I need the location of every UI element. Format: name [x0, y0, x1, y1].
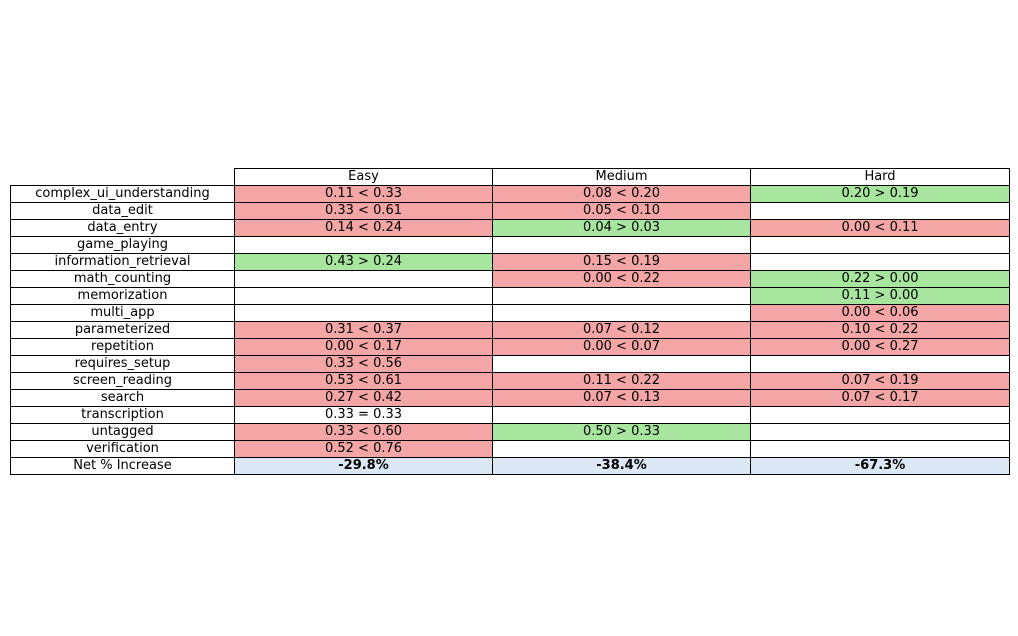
table-cell: 0.14 < 0.24: [234, 219, 493, 237]
row-label: math_counting: [10, 270, 235, 288]
table-cell: 0.33 = 0.33: [234, 406, 493, 424]
column-header: Medium: [492, 168, 751, 186]
table-row: untagged 0.33 < 0.60 0.50 > 0.33: [10, 423, 1010, 441]
totals-row: Net % Increase -29.8% -38.4% -67.3%: [10, 457, 1010, 475]
table-cell: 0.52 < 0.76: [234, 440, 493, 458]
table-cell: [750, 253, 1010, 271]
row-label: memorization: [10, 287, 235, 305]
table-row: complex_ui_understanding 0.11 < 0.33 0.08 …: [10, 185, 1010, 203]
table-cell: 0.11 > 0.00: [750, 287, 1010, 305]
table-header: Easy Medium Hard: [10, 168, 1010, 186]
table-cell: 0.08 < 0.20: [492, 185, 751, 203]
table-row: repetition 0.00 < 0.17 0.00 < 0.07 0.00 < 0…: [10, 338, 1010, 356]
table-cell: 0.11 < 0.22: [492, 372, 751, 390]
table-cell: 0.07 < 0.19: [750, 372, 1010, 390]
table-cell: [492, 440, 751, 458]
table-cell: 0.33 < 0.61: [234, 202, 493, 220]
table-cell: [492, 355, 751, 373]
table-cell: 0.33 < 0.56: [234, 355, 493, 373]
table-cell: 0.11 < 0.33: [234, 185, 493, 203]
column-header: Easy: [234, 168, 493, 186]
table-body: complex_ui_understanding 0.11 < 0.33 0.08 …: [10, 185, 1010, 475]
table-cell: [234, 287, 493, 305]
table-cell: 0.00 < 0.06: [750, 304, 1010, 322]
table-row: data_edit 0.33 < 0.61 0.05 < 0.10: [10, 202, 1010, 220]
table-row: search 0.27 < 0.42 0.07 < 0.13 0.07 < 0.17: [10, 389, 1010, 407]
table-row: parameterized 0.31 < 0.37 0.07 < 0.12 0.10 …: [10, 321, 1010, 339]
table-cell: [750, 406, 1010, 424]
table-cell: 0.05 < 0.10: [492, 202, 751, 220]
row-label: verification: [10, 440, 235, 458]
table-row: screen_reading 0.53 < 0.61 0.11 < 0.22 0.07…: [10, 372, 1010, 390]
row-label: parameterized: [10, 321, 235, 339]
table-cell: 0.07 < 0.17: [750, 389, 1010, 407]
table-cell: [492, 304, 751, 322]
table-cell: 0.31 < 0.37: [234, 321, 493, 339]
row-label: requires_setup: [10, 355, 235, 373]
totals-cell: -67.3%: [750, 457, 1010, 475]
table-cell: [750, 423, 1010, 441]
row-label: repetition: [10, 338, 235, 356]
row-label: screen_reading: [10, 372, 235, 390]
table-cell: [492, 406, 751, 424]
table-row: multi_app 0.00 < 0.06: [10, 304, 1010, 322]
row-label: multi_app: [10, 304, 235, 322]
table-cell: [492, 236, 751, 254]
table-row: requires_setup 0.33 < 0.56: [10, 355, 1010, 373]
table-cell: 0.27 < 0.42: [234, 389, 493, 407]
row-label: untagged: [10, 423, 235, 441]
table-cell: [492, 287, 751, 305]
table-cell: [750, 355, 1010, 373]
row-label: transcription: [10, 406, 235, 424]
totals-label: Net % Increase: [10, 457, 235, 475]
table-cell: [234, 236, 493, 254]
row-label: search: [10, 389, 235, 407]
table-cell: 0.07 < 0.13: [492, 389, 751, 407]
table-row: data_entry 0.14 < 0.24 0.04 > 0.03 0.00 < 0…: [10, 219, 1010, 237]
table-row: math_counting 0.00 < 0.22 0.22 > 0.00: [10, 270, 1010, 288]
table-cell: 0.10 < 0.22: [750, 321, 1010, 339]
table-cell: 0.53 < 0.61: [234, 372, 493, 390]
table-cell: 0.15 < 0.19: [492, 253, 751, 271]
table-cell: [750, 440, 1010, 458]
table-row: information_retrieval 0.43 > 0.24 0.15 < 0…: [10, 253, 1010, 271]
table-cell: [234, 270, 493, 288]
table-cell: 0.20 > 0.19: [750, 185, 1010, 203]
table-cell: 0.00 < 0.22: [492, 270, 751, 288]
table-cell: [750, 236, 1010, 254]
table-cell: 0.43 > 0.24: [234, 253, 493, 271]
table-row: game_playing: [10, 236, 1010, 254]
totals-cell: -38.4%: [492, 457, 751, 475]
column-header: Hard: [750, 168, 1010, 186]
row-label: information_retrieval: [10, 253, 235, 271]
table-cell: 0.04 > 0.03: [492, 219, 751, 237]
table-row: verification 0.52 < 0.76: [10, 440, 1010, 458]
corner-cell: [10, 168, 235, 186]
row-label: data_entry: [10, 219, 235, 237]
comparison-table: Easy Medium Hard complex_ui_understanding 0…: [10, 168, 1010, 475]
table-row: transcription 0.33 = 0.33: [10, 406, 1010, 424]
header-row: Easy Medium Hard: [10, 168, 1010, 186]
table-cell: 0.00 < 0.17: [234, 338, 493, 356]
table-cell: 0.07 < 0.12: [492, 321, 751, 339]
table-row: memorization 0.11 > 0.00: [10, 287, 1010, 305]
row-label: game_playing: [10, 236, 235, 254]
table-cell: [234, 304, 493, 322]
table-cell: 0.33 < 0.60: [234, 423, 493, 441]
table-cell: [750, 202, 1010, 220]
table-cell: 0.00 < 0.07: [492, 338, 751, 356]
row-label: data_edit: [10, 202, 235, 220]
table-cell: 0.00 < 0.27: [750, 338, 1010, 356]
table-cell: 0.22 > 0.00: [750, 270, 1010, 288]
table-cell: 0.00 < 0.11: [750, 219, 1010, 237]
table-cell: 0.50 > 0.33: [492, 423, 751, 441]
totals-cell: -29.8%: [234, 457, 493, 475]
row-label: complex_ui_understanding: [10, 185, 235, 203]
